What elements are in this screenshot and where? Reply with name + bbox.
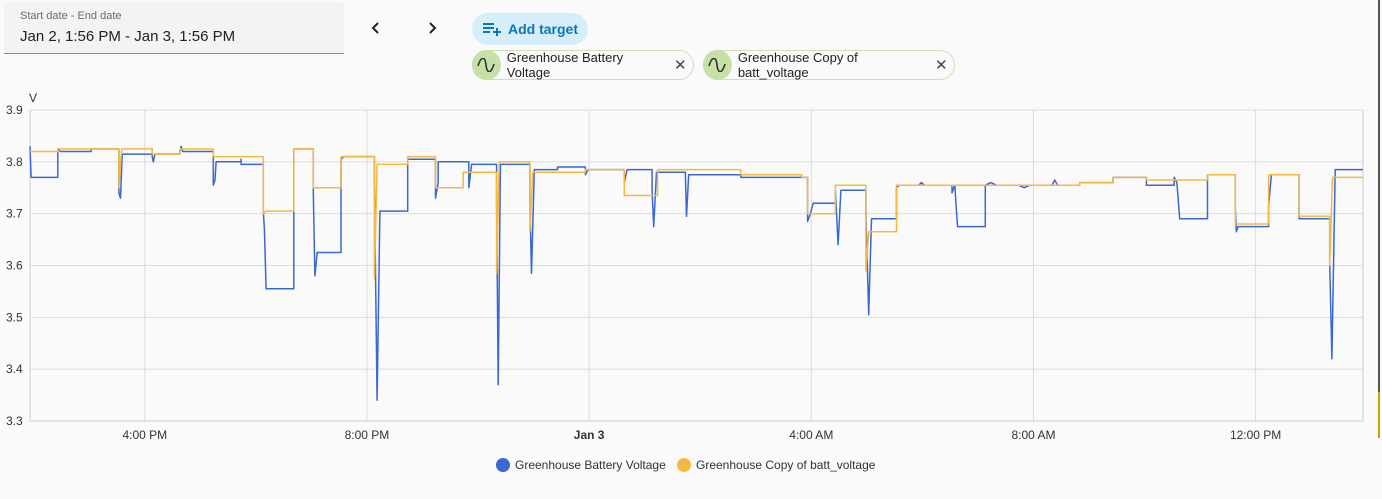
voltage-line-chart: 3.3 3.4 3.5 3.6 3.7 3.8 3.9 V 4:00 PM 8:00 PM Jan … — [6, 91, 1364, 472]
next-period-button[interactable] — [416, 12, 448, 44]
add-target-label: Add target — [508, 21, 578, 37]
close-icon[interactable]: ✕ — [673, 57, 687, 74]
x-tick-label: Jan 3 — [574, 428, 605, 442]
chevron-right-icon — [429, 22, 437, 34]
sine-wave-icon — [472, 50, 501, 80]
x-tick-label: 8:00 PM — [345, 428, 390, 442]
legend-marker-2 — [677, 458, 691, 472]
y-tick-label: 3.8 — [6, 155, 23, 169]
legend-marker-1 — [496, 458, 510, 472]
target-chip-battery-voltage[interactable]: Greenhouse Battery Voltage ✕ — [472, 50, 694, 80]
sine-wave-icon — [703, 50, 732, 80]
previous-period-button[interactable] — [360, 12, 392, 44]
y-tick-label: 3.5 — [6, 310, 23, 324]
date-range-label: Start date - End date — [20, 10, 122, 22]
y-tick-label: 3.4 — [6, 362, 23, 376]
y-tick-label: 3.9 — [6, 103, 23, 117]
x-tick-label: 4:00 AM — [789, 428, 833, 442]
x-tick-label: 8:00 AM — [1011, 428, 1055, 442]
add-target-button[interactable]: Add target — [472, 13, 588, 45]
playlist-add-icon — [483, 23, 501, 36]
date-range-picker[interactable]: Start date - End date Jan 2, 1:56 PM - J… — [4, 2, 344, 54]
target-chip-copy-batt-voltage[interactable]: Greenhouse Copy of batt_voltage ✕ — [703, 50, 955, 80]
x-tick-label: 4:00 PM — [122, 428, 167, 442]
series-line-1 — [29, 145, 1363, 402]
target-chip-label: Greenhouse Copy of batt_voltage — [737, 50, 858, 80]
y-tick-label: 3.7 — [6, 207, 23, 221]
y-axis-label: V — [29, 91, 37, 105]
panel-divider-accent — [1378, 392, 1380, 438]
series-line-2 — [30, 148, 1363, 280]
close-icon[interactable]: ✕ — [934, 57, 948, 74]
legend-label-1: Greenhouse Battery Voltage — [515, 458, 666, 472]
legend-label-2: Greenhouse Copy of batt_voltage — [696, 458, 876, 472]
panel-divider — [1378, 0, 1380, 438]
x-tick-label: 12:00 PM — [1230, 428, 1281, 442]
y-tick-label: 3.6 — [6, 259, 23, 273]
date-range-value: Jan 2, 1:56 PM - Jan 3, 1:56 PM — [20, 28, 236, 45]
target-chip-label: Greenhouse Battery Voltage — [506, 50, 624, 80]
chevron-left-icon — [371, 22, 379, 34]
y-tick-label: 3.3 — [6, 414, 23, 428]
